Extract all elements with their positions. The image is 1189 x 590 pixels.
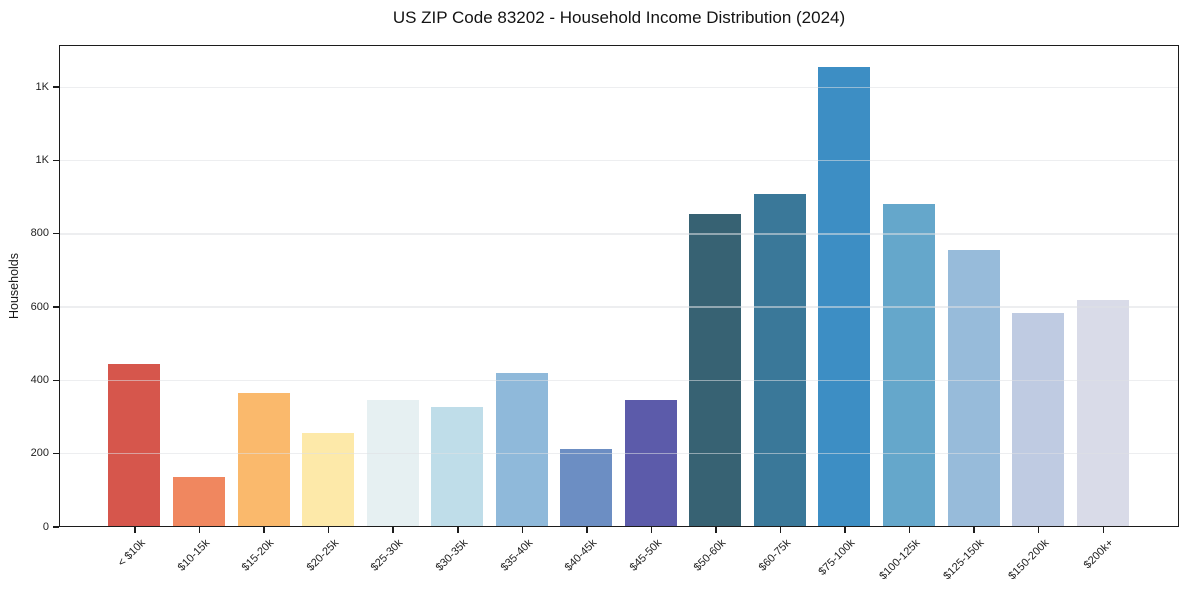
x-tick-label: < $10k bbox=[115, 537, 148, 570]
gridline bbox=[60, 86, 1178, 88]
y-tick-label: 1K bbox=[35, 80, 49, 93]
x-tick-mark bbox=[198, 527, 201, 533]
bar-$10-15k bbox=[172, 476, 225, 526]
x-tick-label: $125-150k bbox=[941, 537, 987, 583]
x-tick-label: $75-100k bbox=[816, 537, 858, 578]
x-tick-label: $100-125k bbox=[876, 537, 923, 583]
x-tick-label: $60-75k bbox=[756, 537, 793, 574]
y-tick-label: 0 bbox=[42, 520, 49, 533]
x-tick-mark bbox=[650, 527, 653, 533]
bar-$45-50k bbox=[624, 399, 677, 526]
x-tick-mark bbox=[1037, 527, 1040, 533]
gridline bbox=[60, 233, 1178, 235]
bar-$100-125k bbox=[883, 203, 935, 526]
x-tick-mark bbox=[1102, 527, 1104, 533]
x-tick-label: $25-30k bbox=[369, 537, 406, 574]
x-tick-mark bbox=[586, 527, 588, 533]
plot-area bbox=[59, 45, 1179, 527]
x-tick-label: $150-200k bbox=[1005, 537, 1052, 583]
y-tick-mark bbox=[53, 526, 59, 528]
x-tick-label: $20-25k bbox=[304, 537, 342, 574]
bar-$40-45k bbox=[560, 449, 613, 526]
x-tick-mark bbox=[973, 527, 975, 533]
x-tick-label: $10-15k bbox=[175, 537, 213, 574]
y-tick-mark bbox=[53, 452, 59, 455]
y-tick-label: 1K bbox=[35, 153, 49, 166]
y-tick-mark bbox=[53, 86, 59, 88]
bar-$20-25k bbox=[302, 432, 355, 526]
y-tick-mark bbox=[53, 159, 59, 162]
y-tick-mark bbox=[53, 233, 59, 235]
x-tick-mark bbox=[263, 527, 265, 533]
x-tick-label: $200k+ bbox=[1081, 537, 1116, 572]
bar-$50-60k bbox=[689, 213, 742, 526]
x-tick-mark bbox=[779, 527, 782, 533]
gridline bbox=[60, 453, 1178, 455]
x-tick-mark bbox=[134, 527, 136, 533]
x-tick-mark bbox=[457, 527, 459, 533]
y-tick-label: 200 bbox=[30, 447, 49, 460]
x-tick-label: $30-35k bbox=[433, 537, 471, 574]
x-tick-mark bbox=[392, 527, 394, 533]
bar-$30-35k bbox=[431, 406, 484, 526]
y-tick-label: 600 bbox=[30, 300, 49, 313]
bar-$35-40k bbox=[495, 373, 548, 526]
gridline bbox=[60, 159, 1178, 162]
x-tick-label: $50-60k bbox=[691, 537, 729, 574]
y-tick-label: 800 bbox=[30, 227, 49, 240]
x-tick-label: $40-45k bbox=[562, 537, 600, 574]
bar-$200k+ bbox=[1076, 299, 1129, 526]
chart-title: US ZIP Code 83202 - Household Income Dis… bbox=[392, 8, 846, 27]
bar-$15-20k bbox=[237, 392, 290, 526]
bar-$150-200k bbox=[1012, 313, 1065, 526]
x-tick-mark bbox=[327, 527, 330, 533]
y-tick-mark bbox=[53, 379, 59, 382]
bar-< $10k bbox=[108, 363, 161, 526]
bar-$25-30k bbox=[366, 399, 419, 526]
x-tick-mark bbox=[521, 527, 524, 533]
y-axis-label: Households bbox=[7, 253, 21, 320]
y-tick-mark bbox=[53, 306, 59, 308]
y-tick-label: 400 bbox=[30, 373, 49, 386]
x-tick-label: $45-50k bbox=[627, 537, 664, 574]
x-tick-label: $35-40k bbox=[498, 537, 535, 574]
bar-$60-75k bbox=[753, 193, 806, 526]
x-tick-label: $15-20k bbox=[239, 537, 277, 574]
gridline bbox=[60, 306, 1178, 308]
bar-$75-100k bbox=[818, 66, 871, 526]
x-tick-mark bbox=[908, 527, 911, 533]
x-tick-mark bbox=[715, 527, 717, 533]
bar-$125-150k bbox=[947, 250, 1000, 526]
x-tick-mark bbox=[844, 527, 846, 533]
gridline bbox=[60, 379, 1178, 382]
